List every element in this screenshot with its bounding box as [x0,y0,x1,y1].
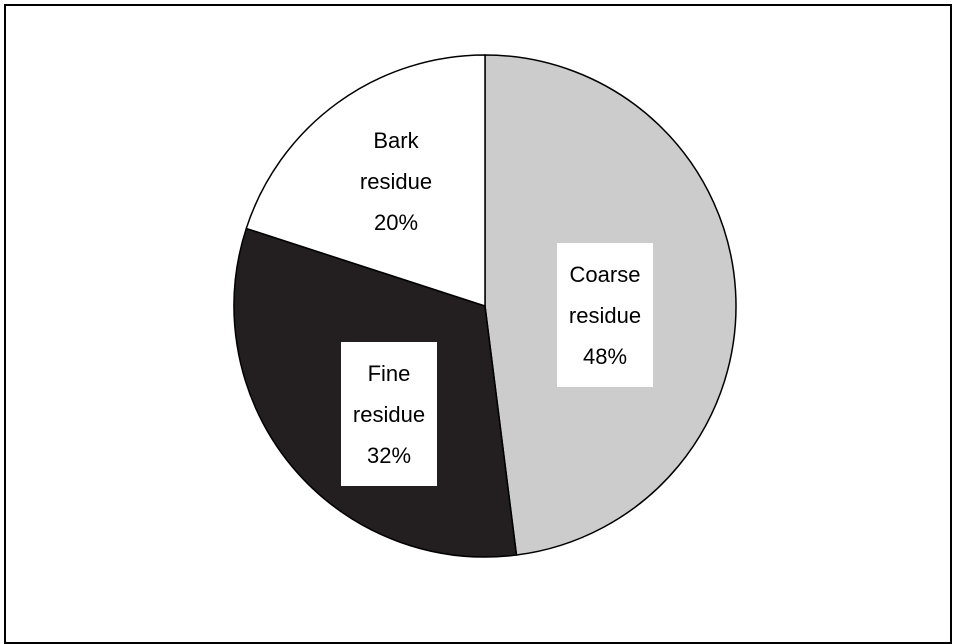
slice-label-line: 32% [367,443,411,468]
slice-label-line: residue [360,169,432,194]
slice-label-fine-residue: Fine residue 32% [341,342,437,486]
slice-label-line: residue [569,303,641,328]
slice-label-line: 20% [374,210,418,235]
slice-label-line: Bark [373,128,419,153]
slice-label-bark-residue: Bark residue 20% [360,128,432,235]
slice-label-coarse-residue: Coarse residue 48% [557,243,653,387]
slice-label-line: Fine [368,361,411,386]
pie-labels: Coarse residue 48% Fine residue 32% Bark residu… [341,128,653,486]
slice-label-line: 48% [583,344,627,369]
slice-label-line: Coarse [570,262,641,287]
pie-slice-bark-residue [245,54,486,308]
pie-chart: Coarse residue 48% Fine residue 32% Bark residu… [233,54,737,558]
label-box [557,243,653,387]
label-box [341,342,437,486]
slice-label-line: residue [353,402,425,427]
pie-slices [233,54,737,558]
